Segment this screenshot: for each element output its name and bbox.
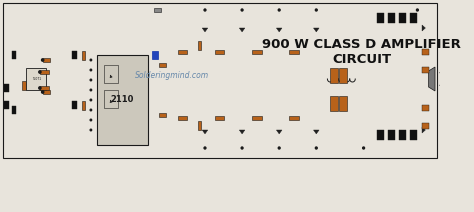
Circle shape bbox=[42, 59, 44, 61]
Circle shape bbox=[241, 9, 243, 11]
Bar bbox=[252, 116, 262, 120]
Bar bbox=[154, 8, 161, 12]
Polygon shape bbox=[202, 28, 208, 32]
Polygon shape bbox=[422, 127, 425, 133]
Polygon shape bbox=[428, 67, 435, 91]
Bar bbox=[330, 68, 337, 83]
Bar bbox=[198, 40, 201, 49]
Bar bbox=[11, 106, 16, 114]
Circle shape bbox=[90, 89, 91, 91]
Circle shape bbox=[315, 147, 317, 149]
Circle shape bbox=[42, 91, 44, 93]
Circle shape bbox=[48, 71, 63, 87]
Circle shape bbox=[204, 147, 206, 149]
Polygon shape bbox=[276, 130, 282, 134]
Circle shape bbox=[204, 9, 206, 11]
Circle shape bbox=[417, 9, 419, 11]
Bar bbox=[104, 90, 118, 108]
Bar bbox=[22, 81, 27, 89]
Bar bbox=[399, 130, 406, 140]
Bar bbox=[252, 50, 262, 54]
Circle shape bbox=[39, 71, 41, 73]
Bar bbox=[388, 13, 395, 23]
Text: 2110: 2110 bbox=[111, 95, 134, 105]
Bar bbox=[72, 51, 76, 59]
Bar bbox=[104, 65, 118, 83]
Circle shape bbox=[90, 79, 91, 81]
Circle shape bbox=[90, 129, 91, 131]
Polygon shape bbox=[313, 130, 319, 134]
Polygon shape bbox=[202, 130, 208, 134]
Circle shape bbox=[90, 59, 91, 61]
Bar bbox=[40, 86, 49, 90]
Bar bbox=[26, 68, 46, 90]
Bar bbox=[97, 55, 148, 145]
Bar bbox=[330, 96, 337, 111]
Bar bbox=[215, 50, 225, 54]
Polygon shape bbox=[239, 130, 245, 134]
Circle shape bbox=[278, 9, 280, 11]
Bar bbox=[4, 84, 9, 92]
Bar bbox=[422, 49, 429, 55]
Circle shape bbox=[90, 119, 91, 121]
Bar bbox=[43, 90, 50, 94]
Bar bbox=[152, 51, 158, 59]
Bar bbox=[399, 13, 406, 23]
Bar bbox=[339, 68, 347, 83]
Circle shape bbox=[278, 147, 280, 149]
Circle shape bbox=[90, 69, 91, 71]
Bar bbox=[388, 130, 395, 140]
Bar bbox=[178, 50, 187, 54]
Bar bbox=[82, 100, 85, 110]
Bar bbox=[377, 13, 383, 23]
Bar bbox=[178, 116, 187, 120]
Bar bbox=[410, 13, 417, 23]
Circle shape bbox=[39, 87, 41, 89]
Bar bbox=[82, 50, 85, 60]
Bar bbox=[410, 130, 417, 140]
Polygon shape bbox=[276, 28, 282, 32]
Bar bbox=[43, 58, 50, 62]
Bar bbox=[198, 120, 201, 130]
Bar bbox=[422, 105, 429, 111]
Polygon shape bbox=[239, 28, 245, 32]
Polygon shape bbox=[313, 28, 319, 32]
Bar bbox=[339, 96, 347, 111]
Circle shape bbox=[90, 109, 91, 111]
Bar bbox=[377, 130, 383, 140]
Bar bbox=[422, 123, 429, 129]
Bar bbox=[4, 101, 9, 109]
Circle shape bbox=[241, 147, 243, 149]
Circle shape bbox=[363, 147, 365, 149]
Text: Solderingmind.com: Solderingmind.com bbox=[135, 71, 209, 80]
Text: 900 W CLASS D AMPLIFIER
CIRCUIT: 900 W CLASS D AMPLIFIER CIRCUIT bbox=[262, 38, 461, 66]
Bar bbox=[11, 51, 16, 59]
Bar bbox=[422, 67, 429, 73]
Bar bbox=[159, 113, 166, 117]
Bar bbox=[215, 116, 225, 120]
Circle shape bbox=[90, 99, 91, 101]
Bar bbox=[159, 63, 166, 67]
Bar bbox=[290, 116, 299, 120]
Bar bbox=[72, 101, 76, 109]
Bar bbox=[40, 70, 49, 74]
Text: TL071: TL071 bbox=[32, 77, 41, 81]
Bar bbox=[3, 3, 437, 158]
Circle shape bbox=[315, 9, 317, 11]
Bar bbox=[290, 50, 299, 54]
Polygon shape bbox=[422, 25, 425, 31]
